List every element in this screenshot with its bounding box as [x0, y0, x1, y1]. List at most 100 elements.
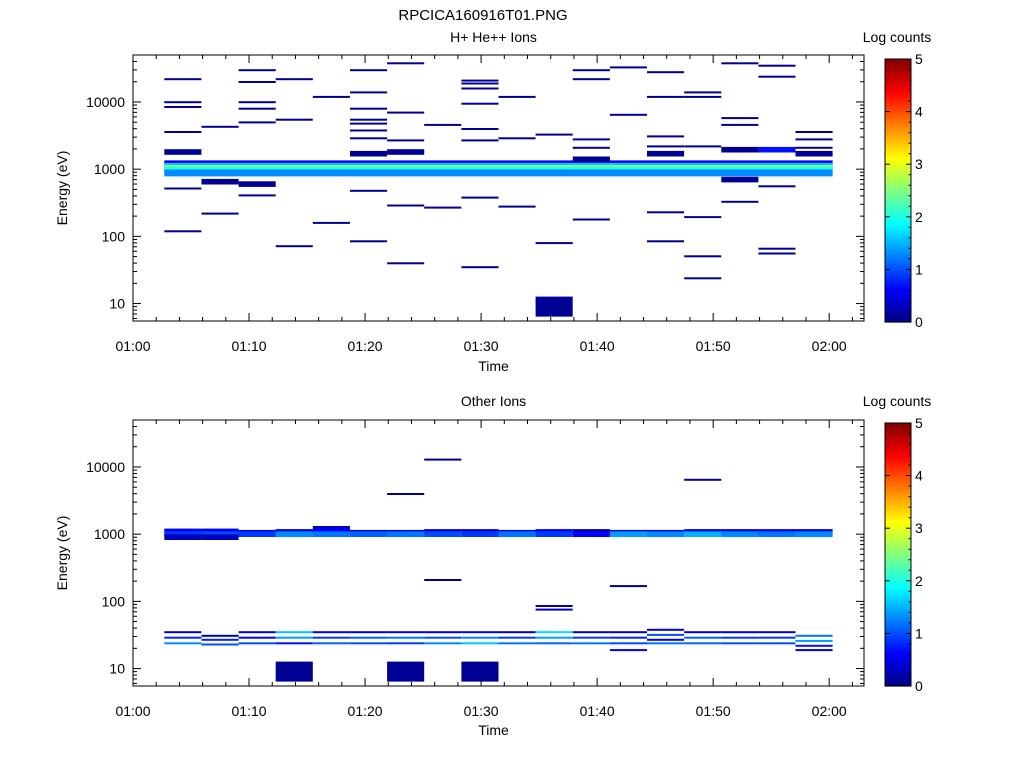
- heatmap-cell: [201, 125, 239, 128]
- colorbar-segment: [885, 593, 911, 598]
- colorbar-segment: [885, 465, 911, 469]
- colorbar-segment: [885, 562, 911, 566]
- colorbar-segment: [885, 256, 911, 260]
- colorbar-segment: [885, 148, 911, 152]
- heatmap-cell: [461, 79, 499, 82]
- heatmap-cell: [684, 145, 722, 148]
- heatmap-cell: [535, 608, 573, 611]
- heatmap-cell: [684, 255, 722, 258]
- heatmap-cell: [275, 642, 313, 645]
- heatmap-cell: [609, 631, 647, 634]
- heatmap-cell: [647, 95, 685, 98]
- heatmap-cell: [647, 642, 685, 645]
- figure-title: RPCICA160916T01.PNG: [398, 7, 567, 24]
- heatmap-cell: [758, 185, 796, 188]
- colorbar-segment: [885, 546, 911, 550]
- heatmap-cell: [647, 628, 685, 631]
- colorbar-segment: [885, 541, 911, 545]
- heatmap-cell: [238, 181, 276, 187]
- colorbar-segment: [885, 216, 911, 221]
- colorbar-segment: [885, 119, 911, 123]
- heatmap-cell: [164, 187, 202, 190]
- colorbar-segment: [885, 486, 911, 490]
- colorbar-segment: [885, 222, 911, 226]
- heatmap-cell: [535, 133, 573, 136]
- colorbar-segment: [885, 235, 911, 239]
- heatmap-cell: [721, 117, 759, 120]
- x-axis: 01:00 01:10 01:20 01:30 01:40 01:50 02:00 Time: [115, 55, 853, 374]
- heatmap-cell: [238, 107, 276, 110]
- heatmap-cell: [609, 642, 647, 645]
- colorbar-segment: [885, 277, 911, 281]
- heatmap-cell: [164, 631, 202, 634]
- colorbar-segment: [885, 680, 911, 684]
- colorbar-segment: [885, 190, 911, 194]
- colorbar-segment: [885, 80, 911, 84]
- colorbar-segment: [885, 201, 911, 205]
- heatmap-cell: [461, 661, 499, 682]
- heatmap-cell: [572, 631, 610, 634]
- colorbar-segment: [885, 646, 911, 650]
- heatmap-cell: [424, 642, 462, 645]
- y-tick-label: 10: [109, 296, 125, 312]
- heatmap-cell: [758, 642, 796, 645]
- heatmap-cell: [461, 128, 499, 130]
- colorbar-segment: [885, 672, 911, 677]
- heatmap-cell: [164, 642, 202, 645]
- heatmap-cell: [684, 636, 722, 639]
- heatmap-cell: [535, 296, 573, 317]
- heatmap-cell: [164, 528, 202, 535]
- heatmap-cell: [535, 531, 573, 537]
- heatmap-cell: [758, 146, 796, 153]
- colorbar-segment: [885, 87, 911, 92]
- heatmap-cell: [387, 531, 425, 537]
- colorbar-segment: [885, 683, 911, 687]
- heatmap-cell: [535, 631, 573, 634]
- colorbar-segment: [885, 675, 911, 679]
- y-axis-label: Energy (eV): [54, 151, 70, 226]
- heatmap-cell: [721, 636, 759, 639]
- heatmap-cell: [275, 636, 313, 639]
- heatmap-cell: [387, 62, 425, 65]
- x-axis-label: Time: [478, 722, 509, 738]
- colorbar-segment: [885, 72, 911, 76]
- colorbar-segment: [885, 61, 911, 65]
- colorbar-tick-label: 5: [915, 51, 923, 67]
- heatmap-cell: [795, 146, 833, 149]
- colorbar-segment: [885, 525, 911, 529]
- heatmap-cell: [350, 122, 388, 125]
- colorbar-segment: [885, 449, 911, 453]
- colorbar-segment: [885, 428, 911, 432]
- heatmap-cell: [350, 189, 388, 192]
- heatmap-cell: [795, 150, 833, 157]
- heatmap-cell: [201, 534, 239, 540]
- colorbar-segment: [885, 662, 911, 666]
- colorbar-segment: [885, 609, 911, 613]
- plot-frame: [132, 419, 865, 687]
- colorbar-segment: [885, 614, 911, 619]
- colorbar-segment: [885, 480, 911, 485]
- heatmap-cell: [461, 531, 499, 537]
- heatmap-cell: [684, 91, 722, 94]
- colorbar-segment: [885, 588, 911, 592]
- colorbar-segment: [885, 103, 911, 107]
- heatmap-cell: [164, 636, 202, 639]
- heatmap-cell: [647, 240, 685, 243]
- colorbar-segment: [885, 496, 911, 500]
- colorbar-segment: [885, 295, 911, 299]
- colorbar-segment: [885, 250, 911, 255]
- x-tick-label: 01:00: [115, 703, 150, 719]
- heatmap-cell: [795, 138, 833, 141]
- heatmap-cell: [535, 605, 573, 607]
- heatmap-cell: [572, 636, 610, 639]
- heatmap-cell: [238, 101, 276, 104]
- heatmap-cell: [758, 531, 796, 537]
- heatmap-cell: [238, 69, 276, 72]
- heatmap-cell: [461, 139, 499, 142]
- colorbar-segment: [885, 140, 911, 144]
- heatmap-cell: [461, 631, 499, 634]
- colorbar-segment: [885, 620, 911, 624]
- colorbar-segment: [885, 423, 911, 427]
- heatmap-cell: [424, 636, 462, 639]
